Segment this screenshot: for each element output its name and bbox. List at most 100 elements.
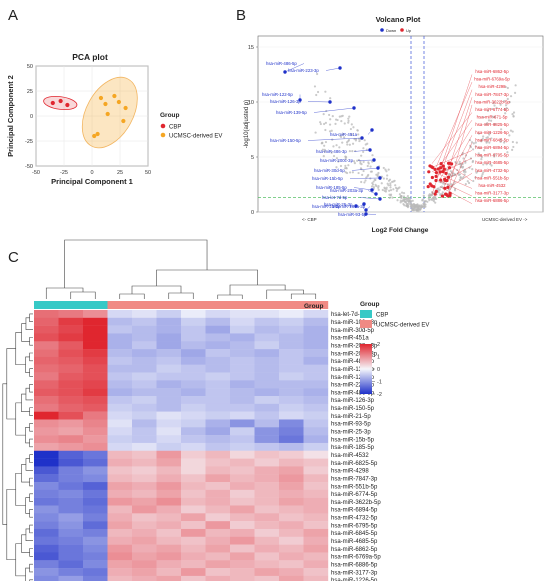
volcano-point-ns — [344, 167, 347, 170]
heatmap-cell-hsa-mir-203a-3p — [205, 341, 231, 350]
heatmap-cell-hsa-mir-6886-5p — [132, 560, 157, 569]
heatmap-cell-hsa-mir-15b-5p — [181, 435, 206, 444]
heatmap-cell-hsa-mir-4685-5p — [83, 536, 108, 545]
heatmap-cell-hsa-mir-93-5p — [58, 419, 84, 428]
volcano-point-ns — [328, 113, 331, 117]
heatmap-cell-hsa-mir-200c-3p — [107, 349, 133, 358]
heatmap-row-label: hsa-miR-4532 — [331, 453, 369, 459]
volcano-point-ns — [488, 131, 491, 135]
heatmap-cell-hsa-mir-6894-5p — [132, 505, 157, 514]
heatmap-row-label: hsa-miR-486-3p — [331, 359, 375, 365]
volcano-point-ns — [329, 97, 332, 100]
volcano-label-hsa-mir-6845-5p: hsa-miR-6845-5p — [475, 137, 509, 142]
volcano-point-ns — [384, 168, 387, 171]
volcano-leader-line — [313, 107, 355, 113]
heatmap-cell-hsa-mir-203a-3p — [279, 341, 304, 350]
heatmap-row-branch — [29, 579, 33, 581]
heatmap-cell-hsa-mir-15b-5p — [254, 435, 280, 444]
volcano-point-ns — [474, 145, 477, 148]
heatmap-row-branch — [6, 348, 16, 420]
volcano-point-ns — [442, 182, 445, 185]
heatmap-cell-hsa-mir-6845-5p — [181, 528, 206, 537]
heatmap-row-label: hsa-miR-486-5p — [331, 390, 375, 396]
heatmap-cell-hsa-mir-486-3p — [58, 356, 84, 365]
pca-y-tick-label: 0 — [30, 114, 33, 120]
heatmap-cell-hsa-mir-203a-3p — [107, 341, 133, 350]
volcano-label-hsa-mir-200c-3p: hsa-miR-200c-3p — [320, 158, 354, 163]
volcano-point-ns — [388, 189, 391, 192]
volcano-point-ns — [391, 196, 394, 199]
volcano-point-ns — [478, 154, 481, 157]
heatmap-cell-hsa-mir-126-3p — [83, 396, 108, 405]
heatmap-cell-hsa-mir-25-3p — [107, 427, 133, 436]
heatmap-cell-hsa-mir-139-5p — [254, 364, 280, 373]
heatmap-row-branch — [21, 393, 30, 412]
volcano-point-ns — [344, 157, 347, 161]
heatmap-row-branch — [2, 383, 7, 525]
heatmap-cell-hsa-let-7d-5p — [181, 310, 206, 319]
volcano-point-ns — [486, 136, 489, 139]
heatmap-cell-hsa-mir-122-5p — [254, 372, 280, 381]
heatmap-cell-hsa-mir-1226-5p — [58, 575, 84, 581]
heatmap-cell-hsa-mir-6894-5p — [83, 505, 108, 514]
heatmap-cell-hsa-mir-4532 — [107, 450, 133, 459]
heatmap-row-branch — [15, 472, 26, 506]
heatmap-cell-hsa-mir-103a-3p — [303, 317, 329, 326]
heatmap-cell-hsa-mir-4298 — [254, 466, 280, 475]
heatmap-cell-hsa-mir-486-3p — [230, 356, 255, 365]
heatmap-cell-hsa-mir-6825-5p — [205, 458, 231, 467]
heatmap-cell-hsa-mir-3177-3p — [83, 568, 108, 577]
heatmap-cell-hsa-mir-6886-5p — [83, 560, 108, 569]
heatmap-cell-hsa-mir-6795-5p — [181, 521, 206, 530]
volcano-point-ns — [364, 143, 367, 146]
heatmap-cell-hsa-mir-6894-5p — [181, 505, 206, 514]
heatmap-cells — [34, 310, 329, 581]
volcano-point-ns — [385, 177, 389, 180]
heatmap-cell-hsa-mir-6894-5p — [254, 505, 280, 514]
volcano-point-ns — [506, 151, 509, 154]
heatmap-group-header: Group — [304, 303, 324, 310]
heatmap-row-label: hsa-miR-4685-5p — [331, 539, 378, 545]
volcano-point-ns — [389, 189, 393, 192]
pca-point-ucmsc-derived-ev — [103, 101, 108, 107]
pca-point-ucmsc-derived-ev — [95, 131, 100, 137]
heatmap-cell-hsa-mir-203a-3p — [83, 341, 108, 350]
volcano-leader-line — [435, 82, 473, 168]
heatmap-row-label: hsa-miR-185-5p — [331, 445, 375, 451]
volcano-leader-line — [349, 177, 381, 179]
heatmap-row-label: hsa-miR-6862-5p — [331, 547, 378, 553]
pca-legend-marker-cbp — [160, 123, 166, 129]
volcano-point-ns — [371, 154, 374, 157]
heatmap-cell-hsa-mir-6862-5p — [303, 544, 329, 553]
volcano-leader-line — [447, 163, 473, 182]
volcano-leader-line — [431, 150, 473, 168]
volcano-y-tick-label: 15 — [248, 45, 254, 51]
heatmap-cell-hsa-mir-126-3p — [181, 396, 206, 405]
heatmap-cell-hsa-mir-451a — [34, 333, 59, 342]
heatmap-cell-hsa-mir-6886-5p — [181, 560, 206, 569]
heatmap-cell-hsa-mir-103a-3p — [58, 317, 84, 326]
heatmap-cell-hsa-mir-6795-5p — [205, 521, 231, 530]
volcano-leader-line — [284, 63, 305, 73]
volcano-leader-line — [357, 159, 375, 161]
volcano-point-ns — [324, 140, 328, 144]
volcano-point-ns — [361, 173, 364, 176]
heatmap-cell-hsa-mir-4532 — [132, 450, 157, 459]
heatmap-cell-hsa-mir-4685-5p — [132, 536, 157, 545]
volcano-point-ns — [376, 173, 379, 176]
volcano-point-ns — [475, 171, 478, 174]
heatmap-legend: Group CBP UCMSC-derived EV 2 1 0 -1 -2 — [360, 301, 429, 398]
heatmap-cell-hsa-mir-126-3p — [132, 396, 157, 405]
volcano-point-ns — [401, 199, 405, 202]
volcano-point-ns — [458, 160, 461, 163]
heatmap-cell-hsa-mir-6795-5p — [58, 521, 84, 530]
volcano-point-ns — [366, 164, 369, 168]
heatmap-legend-swatch-ev — [360, 320, 372, 328]
heatmap-cell-hsa-mir-200c-3p — [205, 349, 231, 358]
heatmap-cell-hsa-mir-4532 — [34, 450, 59, 459]
volcano-point-ns — [480, 158, 483, 161]
pca-y-tick-label: -50 — [25, 164, 33, 170]
volcano-point-ns — [397, 187, 400, 190]
heatmap-cell-hsa-mir-3622b-5p — [205, 497, 231, 506]
heatmap-cell-hsa-mir-4685-5p — [230, 536, 255, 545]
